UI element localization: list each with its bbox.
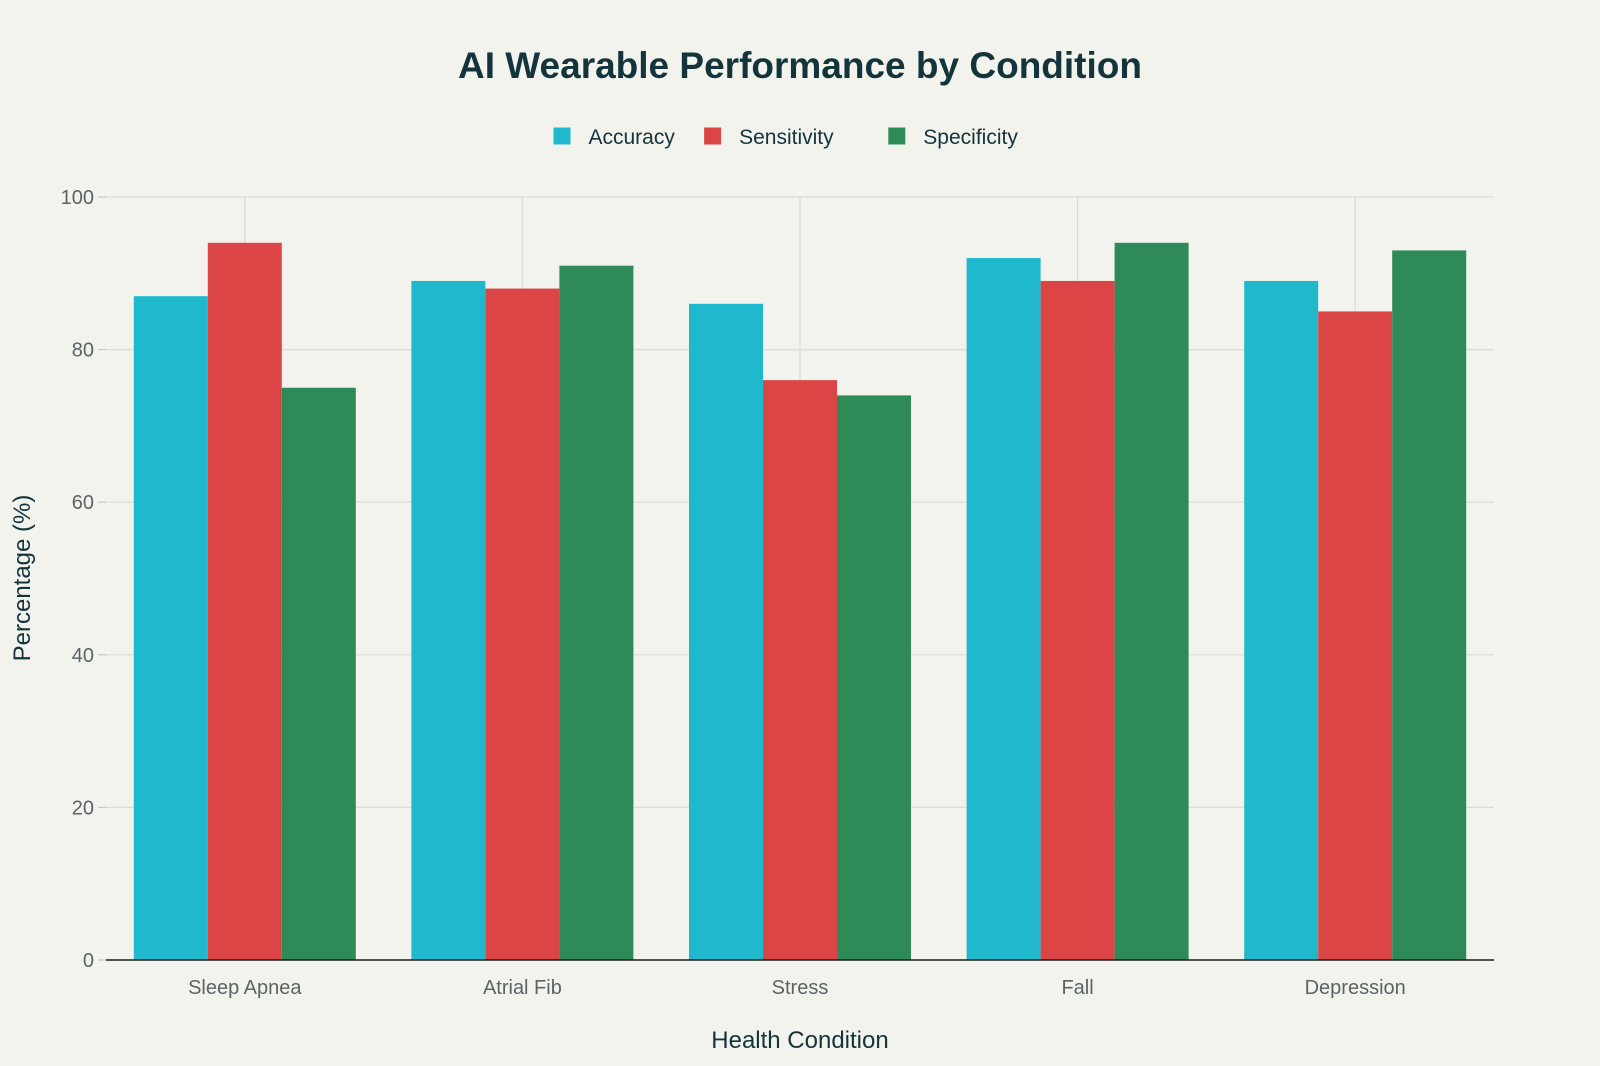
- bar-specificity: [837, 395, 911, 960]
- bar-accuracy: [133, 296, 208, 960]
- bar-specificity: [281, 387, 356, 960]
- chart-title: AI Wearable Performance by Condition: [458, 45, 1142, 86]
- legend-swatch-specificity: [888, 127, 906, 145]
- bar-accuracy: [1244, 280, 1319, 960]
- y-tick-label: 100: [61, 187, 94, 209]
- x-axis-title: Health Condition: [711, 1027, 888, 1054]
- y-tick-label: 80: [72, 340, 94, 362]
- legend-label-accuracy: Accuracy: [589, 126, 676, 149]
- legend-swatch-accuracy: [553, 127, 571, 145]
- bar-accuracy: [966, 258, 1041, 960]
- y-tick-label: 0: [83, 950, 94, 972]
- y-tick-label: 60: [72, 492, 94, 514]
- x-tick-label: Sleep Apnea: [188, 977, 302, 999]
- x-tick-label: Fall: [1061, 977, 1093, 999]
- x-tick-label: Stress: [772, 977, 829, 999]
- bar-sensitivity: [1040, 280, 1115, 960]
- bar-sensitivity: [763, 380, 837, 960]
- y-axis-title: Percentage (%): [9, 495, 36, 662]
- legend: Accuracy Sensitivity Specificity: [553, 126, 1018, 149]
- bar-specificity: [1392, 250, 1467, 960]
- bar-sensitivity: [207, 242, 282, 960]
- bar-specificity: [1114, 242, 1189, 960]
- y-tick-label: 20: [72, 797, 94, 819]
- legend-label-specificity: Specificity: [923, 126, 1018, 149]
- bar-sensitivity: [485, 288, 560, 960]
- bars: [133, 242, 1467, 960]
- legend-swatch-sensitivity: [704, 127, 722, 145]
- y-tick-label: 40: [72, 645, 94, 667]
- bar-specificity: [559, 265, 634, 960]
- bar-accuracy: [411, 280, 486, 960]
- legend-label-sensitivity: Sensitivity: [739, 126, 834, 149]
- bar-accuracy: [689, 303, 763, 960]
- x-tick-label: Depression: [1305, 977, 1406, 999]
- x-tick-label: Atrial Fib: [483, 977, 562, 999]
- axes: 0 20 40 60 80 100 Sleep Apnea Atrial Fib Stress F…: [61, 187, 1494, 999]
- bar-sensitivity: [1318, 311, 1393, 960]
